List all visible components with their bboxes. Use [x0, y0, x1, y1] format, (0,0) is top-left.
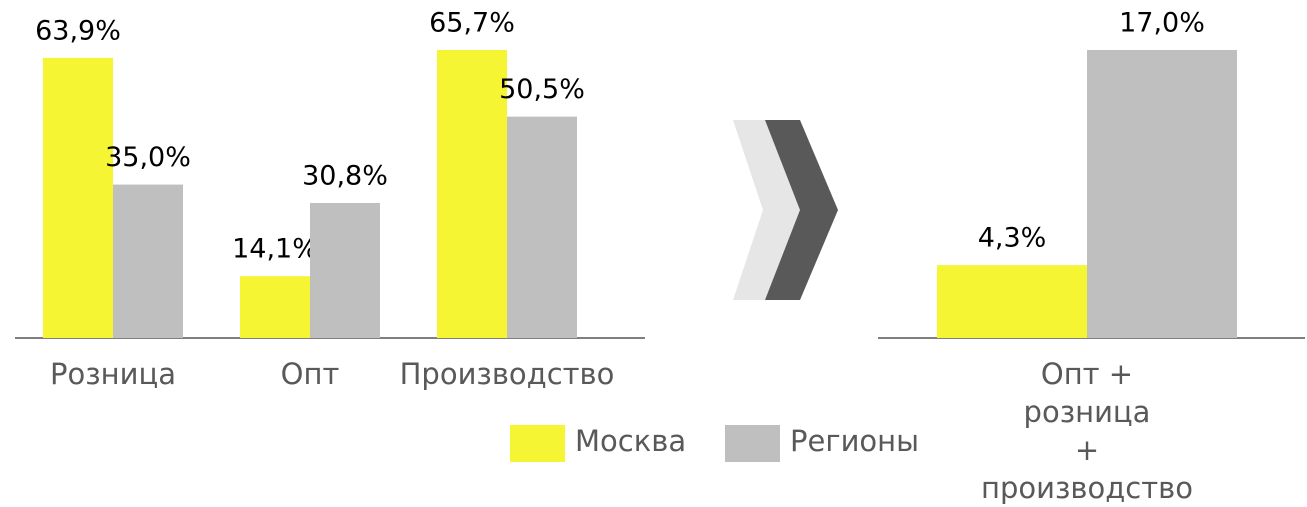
bar	[113, 184, 183, 338]
chevron-dark	[765, 120, 838, 300]
bar	[437, 50, 507, 338]
bar	[1087, 50, 1237, 338]
value-label: 14,1%	[232, 234, 318, 265]
bar	[240, 276, 310, 338]
value-label: 4,3%	[978, 223, 1047, 254]
legend-swatch	[510, 425, 565, 462]
bar	[310, 202, 380, 338]
x-tick-label: Производство	[399, 357, 615, 391]
value-label: 17,0%	[1119, 8, 1205, 39]
x-tick-label: Опт	[280, 357, 340, 391]
value-label: 30,8%	[302, 160, 388, 191]
legend-swatch	[725, 425, 780, 462]
x-tick-label: Опт + розница + производство	[981, 357, 1193, 505]
bar	[507, 116, 577, 339]
legend-label: Москва	[575, 424, 687, 458]
page: 63,9% 35,0% 14,1% 30,8% 65,7% 50,5% 4,3% 17,0% …	[15, 7, 1305, 505]
x-tick-label: Розница	[50, 357, 176, 391]
bar	[937, 265, 1087, 338]
value-label: 63,9%	[35, 15, 121, 46]
bar	[43, 57, 113, 338]
value-label: 50,5%	[499, 74, 585, 105]
value-label: 35,0%	[105, 142, 191, 173]
legend-label: Регионы	[790, 424, 920, 458]
value-label: 65,7%	[429, 8, 515, 39]
chart: 63,9% 35,0% 14,1% 30,8% 65,7% 50,5% 4,3% 17,0%	[15, 8, 1305, 339]
